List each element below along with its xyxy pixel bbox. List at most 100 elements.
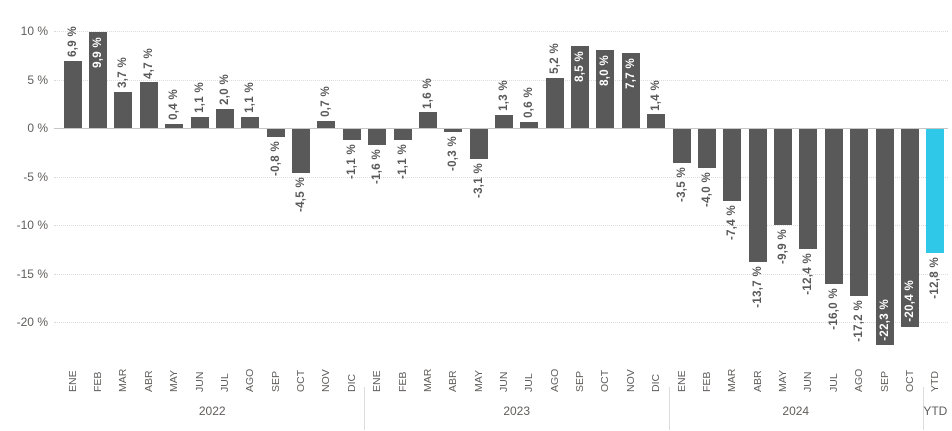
bar-ytd-ytd[interactable] [926,129,945,254]
x-axis-month-label: SEP [878,370,891,392]
x-axis-month-label: MAR [726,368,739,392]
bar-value-label: -9,9 % [777,229,790,265]
bar-value-label: -3,1 % [472,163,485,199]
bar-value-label: 0,7 % [320,86,333,118]
bar-value-label: -7,4 % [726,204,739,240]
bar-value-label: -12,8 % [929,257,942,299]
bar-value-label: -17,2 % [853,299,866,342]
x-axis-month-label: ENE [675,370,688,392]
bar-value-label: -3,5 % [675,166,688,202]
bar-value-label: -0,3 % [447,135,460,171]
bar-jun-2023[interactable] [495,115,513,128]
y-gridline [54,31,948,32]
bar-feb-2022[interactable] [89,31,108,128]
x-axis-month-label: SEP [574,370,587,392]
y-gridline [54,225,948,226]
bar-abr-2022[interactable] [139,82,158,128]
x-axis-month-label: OCT [903,369,916,392]
x-axis-month-label: MAY [472,370,485,392]
x-axis-month-label: AGO [244,368,257,392]
x-axis-month-label: DIC [345,373,358,392]
zero-axis-line [54,128,948,129]
bar-oct-2024[interactable] [900,129,919,327]
bar-value-label: 8,5 % [574,50,587,82]
bar-value-label: 7,7 % [624,58,637,90]
bar-value-label: -1,1 % [396,143,409,179]
bar-sep-2023[interactable] [571,45,590,128]
bar-oct-2023[interactable] [596,50,615,128]
bar-value-label: 1,1 % [244,82,257,114]
group-separator [668,387,670,430]
y-gridline [54,79,948,81]
bar-value-label: -20,4 % [903,280,916,322]
bar-dic-2023[interactable] [647,114,666,128]
bar-value-label: -13,7 % [751,265,764,308]
y-gridline [54,273,948,275]
x-axis-month-label: FEB [92,371,105,392]
x-axis-month-label: OCT [599,369,612,392]
bar-mar-2023[interactable] [418,112,437,128]
bar-value-label: -4,5 % [295,176,308,212]
bar-ene-2024[interactable] [672,129,691,163]
group-separator [922,387,924,430]
bar-may-2023[interactable] [469,129,488,160]
y-axis-tick-label: 10 % [20,24,48,38]
bar-value-label: 6,9 % [66,26,79,58]
bar-nov-2022[interactable] [317,121,336,128]
y-axis-tick-label: -20 % [16,315,48,329]
bar-oct-2022[interactable] [292,129,311,173]
bar-value-label: 5,2 % [548,42,561,74]
x-axis-month-label: NOV [320,369,333,392]
bar-value-label: 9,9 % [92,36,105,68]
bar-jul-2022[interactable] [215,108,234,128]
x-axis-month-label: ENE [66,370,79,392]
x-axis-month-label: ENE [371,370,384,392]
bar-nov-2023[interactable] [621,53,640,128]
x-axis-month-label: JUN [193,371,206,392]
y-axis-tick-label: 5 % [27,72,48,87]
x-axis-month-label: SEP [269,370,282,392]
y-gridline [54,176,948,178]
x-axis-month-label: JUN [498,371,510,392]
bar-ene-2023[interactable] [368,129,387,145]
x-axis-month-label: FEB [396,371,409,392]
bar-ene-2022[interactable] [63,61,82,128]
x-axis-month-label: MAY [777,370,790,392]
x-axis-month-label: JUL [827,373,840,392]
x-axis-month-label: DIC [650,373,663,392]
x-axis-group-label-ytd: YTD [923,404,948,418]
y-axis-tick-label: -10 % [16,218,48,232]
bar-feb-2024[interactable] [697,129,716,168]
bar-sep-2022[interactable] [266,129,285,137]
bar-jul-2024[interactable] [824,129,843,285]
bar-mar-2024[interactable] [723,129,742,201]
x-axis-group-label-2022: 2022 [198,404,226,418]
bar-value-label: 8,0 % [599,55,612,87]
x-axis-month-label: AGO [548,368,561,392]
x-axis-group-label-2024: 2024 [782,404,810,418]
y-axis-tick-label: 0 % [27,121,48,135]
bar-abr-2024[interactable] [748,129,767,262]
bar-ago-2023[interactable] [545,77,564,128]
y-gridline [54,322,948,323]
bar-mar-2022[interactable] [114,92,133,128]
bar-dic-2022[interactable] [342,129,361,140]
bar-feb-2023[interactable] [393,129,412,140]
bar-jul-2023[interactable] [520,122,539,128]
bar-jun-2024[interactable] [799,129,818,250]
y-axis-tick-label: -5 % [23,169,48,184]
bar-value-label: -16,0 % [827,288,840,330]
bar-value-label: -4,0 % [700,171,713,207]
bar-jun-2022[interactable] [190,117,209,128]
bar-value-label: 1,3 % [498,80,510,112]
bar-may-2022[interactable] [165,124,184,128]
bar-ago-2024[interactable] [850,129,869,296]
bar-ago-2022[interactable] [241,117,260,128]
bar-may-2024[interactable] [774,129,793,226]
bar-value-label: 2,0 % [218,73,231,105]
bar-value-label: 3,7 % [117,57,130,89]
bar-value-label: 1,6 % [421,77,434,109]
bar-sep-2024[interactable] [875,129,894,346]
bar-abr-2023[interactable] [444,129,463,132]
